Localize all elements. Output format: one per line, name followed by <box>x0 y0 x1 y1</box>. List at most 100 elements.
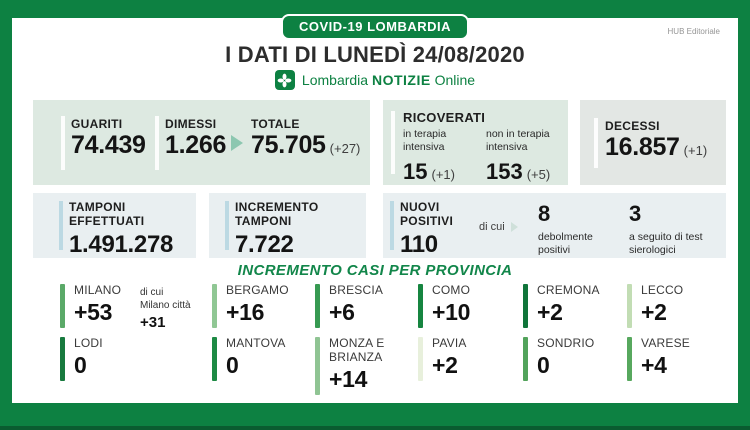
lombardia-notizie-logo: Lombardia NOTIZIE Online <box>0 70 750 90</box>
decessi-value: 16.857 <box>605 133 680 161</box>
box-decessi: DECESSI 16.857 (+1) <box>580 100 726 185</box>
totale-delta: (+27) <box>329 141 361 156</box>
province-name: MONZA E BRIANZA <box>329 336 385 364</box>
debolmente-label: debolmente positivi <box>538 231 593 257</box>
milano-sub-line2: Milano città <box>140 299 191 311</box>
milano-sub-line1: di cui <box>140 287 164 298</box>
province-name: CREMONA <box>537 283 600 297</box>
province-bar <box>627 337 632 381</box>
incremento-tamponi-label: INCREMENTO TAMPONI <box>235 200 319 229</box>
ricoverati-label: RICOVERATI <box>403 110 486 125</box>
province-cell-como: COMO +10 <box>418 283 514 328</box>
guariti-label: GUARITI <box>71 117 123 131</box>
province-value: +16 <box>226 298 265 325</box>
accent-bar <box>61 116 65 170</box>
totale-label: TOTALE <box>251 117 300 131</box>
box-incremento-tamponi: INCREMENTO TAMPONI 7.722 <box>209 193 366 258</box>
accent-bar <box>594 118 598 168</box>
credit-label: HUB Editoriale <box>667 27 720 36</box>
province-name: BRESCIA <box>329 283 384 297</box>
dimessi-value: 1.266 <box>165 131 227 159</box>
province-bar <box>212 284 217 328</box>
nuovi-positivi-value: 110 <box>400 230 438 258</box>
bottom-green-bar <box>0 403 750 430</box>
province-cell-lecco: LECCO +2 <box>627 283 723 328</box>
box-nuovi-positivi: NUOVI POSITIVI 110 di cui 8 debolmente p… <box>383 193 726 258</box>
milano-sub-value: +31 <box>140 314 166 331</box>
province-bar <box>627 284 632 328</box>
province-cell-lodi: LODI 0 <box>60 336 156 381</box>
logo-region: Lombardia <box>301 72 369 88</box>
province-bar <box>315 284 320 328</box>
decessi-label: DECESSI <box>605 119 660 133</box>
sierologici-label: a seguito di test sierologici <box>629 231 703 257</box>
tamponi-effettuati-value: 1.491.278 <box>69 230 174 258</box>
non-intensiva-value: 153 <box>486 159 523 185</box>
province-name: LODI <box>74 336 103 350</box>
province-value: +10 <box>432 298 471 325</box>
province-name: MANTOVA <box>226 336 286 350</box>
page-title: I DATI DI LUNEDÌ 24/08/2020 <box>225 42 525 67</box>
accent-bar <box>391 111 395 174</box>
province-cell-cremona: CREMONA +2 <box>523 283 619 328</box>
totale-value: 75.705 <box>251 131 326 159</box>
totale-arrow-icon <box>231 135 243 151</box>
logo-text: Lombardia NOTIZIE Online <box>302 72 475 88</box>
province-cell-sondrio: SONDRIO 0 <box>523 336 619 381</box>
incremento-tamponi-value: 7.722 <box>235 230 294 258</box>
province-bar <box>60 337 65 381</box>
box-tamponi-effettuati: TAMPONI EFFETTUATI 1.491.278 <box>33 193 196 258</box>
province-bar <box>315 337 320 395</box>
province-value: +2 <box>432 351 458 378</box>
guariti-value: 74.439 <box>71 131 146 159</box>
province-bar <box>212 337 217 381</box>
right-green-border <box>738 0 750 430</box>
province-cell-pavia: PAVIA +2 <box>418 336 514 381</box>
province-value: 0 <box>74 351 87 378</box>
province-value: 0 <box>226 351 239 378</box>
tamponi-effettuati-label: TAMPONI EFFETTUATI <box>69 200 145 229</box>
left-green-border <box>0 0 12 430</box>
province-name: VARESE <box>641 336 690 350</box>
province-cell-milano: MILANO +53 <box>60 283 156 328</box>
top-green-bar <box>0 0 750 18</box>
province-cell-varese: VARESE +4 <box>627 336 723 381</box>
banner-tab: COVID-19 LOMBARDIA <box>280 14 470 40</box>
province-name: PAVIA <box>432 336 467 350</box>
province-bar <box>523 284 528 328</box>
debolmente-value: 8 <box>538 201 551 226</box>
province-value: +53 <box>74 298 113 325</box>
box-ricoverati: RICOVERATI in terapia intensiva 15 (+1) … <box>383 100 568 185</box>
intensiva-label: in terapia intensiva <box>403 128 447 154</box>
milano-citta-sub: di cui Milano città +31 <box>140 287 191 331</box>
intensiva-delta: (+1) <box>431 167 455 183</box>
province-cell-monza-e-brianza: MONZA E BRIANZA +14 <box>315 336 393 395</box>
province-bar <box>418 337 423 381</box>
province-value: +14 <box>329 365 368 392</box>
intensiva-value: 15 <box>403 159 428 185</box>
province-name: SONDRIO <box>537 336 595 350</box>
province-cell-bergamo: BERGAMO +16 <box>212 283 308 328</box>
accent-bar <box>59 201 63 250</box>
logo-suffix: Online <box>434 72 476 88</box>
province-bar <box>523 337 528 381</box>
accent-bar <box>155 116 159 170</box>
province-section-title: INCREMENTO CASI PER PROVINCIA <box>237 262 513 279</box>
dimessi-label: DIMESSI <box>165 117 217 131</box>
province-value: +6 <box>329 298 355 325</box>
province-bar <box>60 284 65 328</box>
sierologici-value: 3 <box>629 201 642 226</box>
accent-bar <box>225 201 229 250</box>
province-value: 0 <box>537 351 550 378</box>
province-cell-mantova: MANTOVA 0 <box>212 336 308 381</box>
province-name: LECCO <box>641 283 684 297</box>
logo-brand: NOTIZIE <box>371 72 431 88</box>
province-bar <box>418 284 423 328</box>
non-intensiva-delta: (+5) <box>526 167 551 183</box>
province-value: +2 <box>641 298 667 325</box>
province-name: COMO <box>432 283 471 297</box>
province-name: BERGAMO <box>226 283 289 297</box>
decessi-delta: (+1) <box>683 143 708 158</box>
accent-bar <box>390 201 394 250</box>
